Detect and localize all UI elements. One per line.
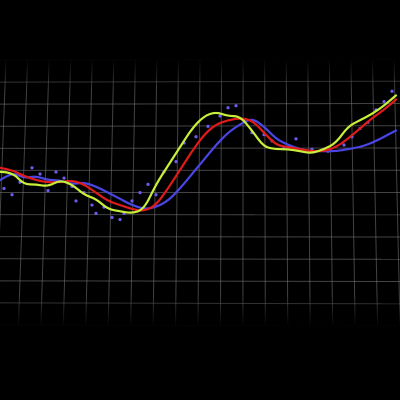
- scatter-point: [234, 104, 238, 108]
- scatter-point: [130, 199, 134, 203]
- scatter-point: [74, 199, 78, 203]
- scatter-point: [54, 170, 58, 174]
- grid: [0, 58, 400, 327]
- scatter-point: [110, 215, 114, 220]
- scatter-point: [46, 188, 50, 193]
- scatter-point: [218, 114, 222, 118]
- scatter-point: [118, 217, 122, 222]
- scatter-point: [294, 137, 298, 141]
- scatter-point: [62, 176, 66, 180]
- series-line: [0, 94, 398, 214]
- scatter-point: [94, 211, 98, 215]
- scatter-point: [90, 203, 94, 207]
- scatter-point: [38, 172, 42, 176]
- scatter-point: [226, 106, 230, 110]
- scatter-point: [138, 191, 142, 195]
- scatter-point: [2, 186, 6, 191]
- scatter-point: [206, 124, 210, 128]
- scatter-point: [174, 159, 178, 164]
- series-lines: [0, 94, 398, 214]
- grid-fade: [0, 58, 400, 327]
- scatter-point: [342, 143, 346, 147]
- scatter-point: [382, 99, 386, 104]
- series-line: [0, 98, 398, 212]
- scatter-point: [390, 89, 394, 93]
- scatter-point: [10, 193, 14, 197]
- scatter-point: [146, 182, 150, 186]
- scatter-point: [30, 166, 34, 170]
- scatter-point: [154, 193, 158, 197]
- scatter-points: [2, 89, 394, 222]
- scatter-point: [194, 135, 198, 139]
